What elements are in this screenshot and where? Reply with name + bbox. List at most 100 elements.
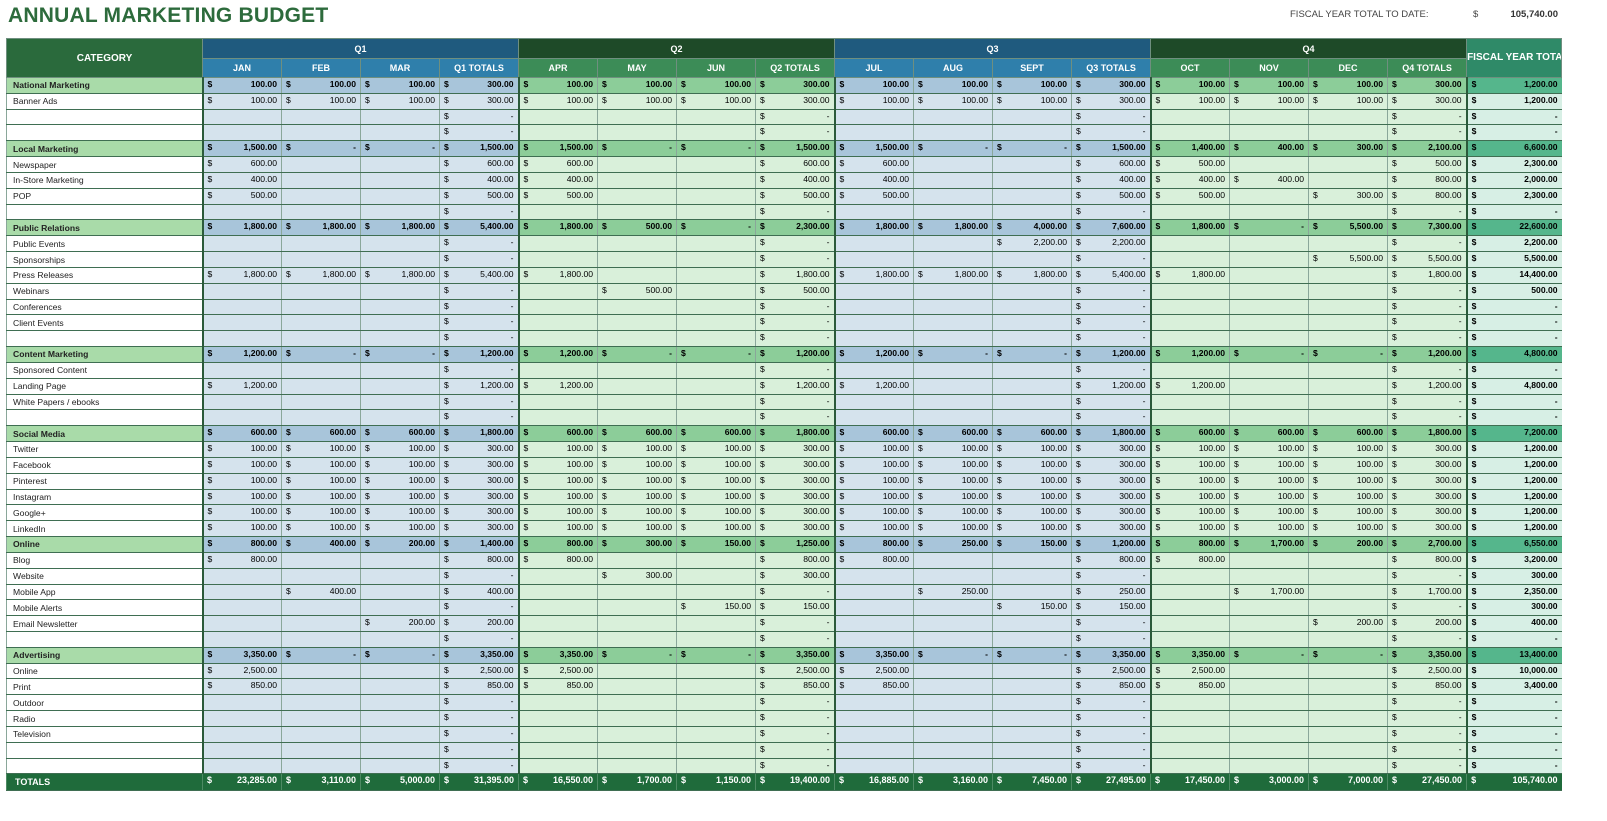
budget-cell[interactable]: $1,500.00 xyxy=(833,140,914,158)
budget-cell[interactable] xyxy=(597,330,677,348)
budget-cell[interactable]: $100.00 xyxy=(676,504,756,522)
budget-cell[interactable] xyxy=(517,394,598,411)
budget-cell[interactable]: $ - xyxy=(438,742,519,759)
budget-cell[interactable]: $600.00 xyxy=(517,425,598,443)
budget-cell[interactable] xyxy=(992,742,1072,759)
budget-cell[interactable]: $500.00 xyxy=(438,188,519,205)
budget-cell[interactable]: $1,200.00 xyxy=(1465,441,1562,458)
budget-cell[interactable] xyxy=(597,599,677,617)
budget-cell[interactable]: $1,800.00 xyxy=(201,267,282,284)
budget-cell[interactable] xyxy=(1308,172,1388,189)
budget-cell[interactable] xyxy=(676,568,756,585)
budget-cell[interactable]: $ - xyxy=(1071,568,1151,585)
budget-cell[interactable] xyxy=(913,694,993,712)
budget-cell[interactable] xyxy=(992,156,1072,173)
line-item-label[interactable]: Client Events xyxy=(6,314,203,332)
budget-cell[interactable]: $22,600.00 xyxy=(1465,219,1562,237)
budget-cell[interactable] xyxy=(676,172,756,189)
budget-cell[interactable]: $300.00 xyxy=(1308,188,1388,205)
budget-cell[interactable]: $ - xyxy=(1387,283,1467,300)
budget-cell[interactable] xyxy=(201,283,282,300)
budget-cell[interactable] xyxy=(201,742,282,759)
budget-cell[interactable]: $ - xyxy=(755,314,835,332)
budget-cell[interactable]: $300.00 xyxy=(1071,504,1151,522)
budget-cell[interactable] xyxy=(913,283,993,300)
budget-cell[interactable]: $ - xyxy=(1071,204,1151,221)
budget-cell[interactable] xyxy=(992,299,1072,316)
budget-cell[interactable]: $100.00 xyxy=(517,93,598,110)
budget-cell[interactable]: $ - xyxy=(438,726,519,743)
budget-cell[interactable] xyxy=(360,694,440,712)
budget-cell[interactable] xyxy=(281,726,361,743)
budget-cell[interactable]: $300.00 xyxy=(1071,441,1151,458)
budget-cell[interactable]: $ - xyxy=(755,204,835,221)
line-item-label[interactable] xyxy=(6,631,203,648)
budget-cell[interactable] xyxy=(992,758,1072,775)
budget-cell[interactable]: $6,550.00 xyxy=(1465,536,1562,553)
budget-cell[interactable]: $850.00 xyxy=(438,678,519,696)
budget-cell[interactable]: $ - xyxy=(438,758,519,775)
budget-cell[interactable]: $850.00 xyxy=(1071,678,1151,696)
budget-cell[interactable]: $100.00 xyxy=(281,441,361,458)
budget-cell[interactable]: $ - xyxy=(755,631,835,648)
budget-cell[interactable] xyxy=(1308,568,1388,585)
budget-cell[interactable]: $ - xyxy=(1071,124,1151,142)
section-label[interactable]: Social Media xyxy=(6,425,203,443)
budget-cell[interactable]: $300.00 xyxy=(1465,568,1562,585)
budget-cell[interactable] xyxy=(1229,283,1309,300)
line-item-label[interactable]: Conferences xyxy=(6,299,203,316)
budget-cell[interactable] xyxy=(597,299,677,316)
budget-cell[interactable]: $ - xyxy=(1387,330,1467,348)
budget-cell[interactable] xyxy=(676,124,756,142)
budget-cell[interactable]: $ - xyxy=(755,124,835,142)
budget-cell[interactable]: $200.00 xyxy=(438,615,519,632)
budget-cell[interactable]: $500.00 xyxy=(1149,188,1230,205)
budget-cell[interactable]: $600.00 xyxy=(1071,156,1151,173)
budget-cell[interactable]: $6,600.00 xyxy=(1465,140,1562,158)
budget-cell[interactable]: $ - xyxy=(1387,742,1467,759)
budget-cell[interactable]: $ - xyxy=(913,647,993,664)
line-item-label[interactable]: Mobile Alerts xyxy=(6,599,203,617)
budget-cell[interactable]: $100.00 xyxy=(517,520,598,538)
budget-cell[interactable]: $2,500.00 xyxy=(833,663,914,680)
budget-cell[interactable] xyxy=(360,394,440,411)
budget-cell[interactable] xyxy=(201,204,282,221)
budget-cell[interactable]: $100.00 xyxy=(360,93,440,110)
budget-cell[interactable]: $27,450.00 xyxy=(1387,773,1467,792)
budget-cell[interactable] xyxy=(281,409,361,427)
budget-cell[interactable]: $100.00 xyxy=(1308,473,1388,490)
budget-cell[interactable] xyxy=(913,314,993,332)
line-item-label[interactable]: Pinterest xyxy=(6,473,203,490)
budget-cell[interactable]: $3,400.00 xyxy=(1465,678,1562,696)
budget-cell[interactable]: $ - xyxy=(1465,694,1562,712)
budget-cell[interactable] xyxy=(676,156,756,173)
budget-cell[interactable] xyxy=(676,204,756,221)
line-item-label[interactable] xyxy=(6,330,203,348)
budget-cell[interactable]: $1,200.00 xyxy=(1071,346,1151,363)
budget-cell[interactable]: $7,450.00 xyxy=(992,773,1072,792)
budget-cell[interactable] xyxy=(1229,362,1309,379)
budget-cell[interactable] xyxy=(1149,615,1230,632)
budget-cell[interactable]: $ - xyxy=(755,394,835,411)
budget-cell[interactable]: $ - xyxy=(438,694,519,712)
budget-cell[interactable]: $ - xyxy=(992,140,1072,158)
budget-cell[interactable] xyxy=(1308,599,1388,617)
budget-cell[interactable]: $100.00 xyxy=(517,473,598,490)
budget-cell[interactable]: $200.00 xyxy=(1308,615,1388,632)
budget-cell[interactable]: $800.00 xyxy=(517,552,598,569)
budget-cell[interactable]: $2,300.00 xyxy=(1465,188,1562,205)
line-item-label[interactable]: Online xyxy=(6,663,203,680)
budget-cell[interactable]: $300.00 xyxy=(1387,489,1467,506)
budget-cell[interactable]: $400.00 xyxy=(281,536,361,553)
budget-cell[interactable]: $2,300.00 xyxy=(1465,156,1562,173)
budget-cell[interactable] xyxy=(201,409,282,427)
budget-cell[interactable]: $ - xyxy=(992,647,1072,664)
budget-cell[interactable]: $ - xyxy=(1387,599,1467,617)
budget-cell[interactable]: $ - xyxy=(1465,124,1562,142)
budget-cell[interactable] xyxy=(1308,156,1388,173)
budget-cell[interactable] xyxy=(676,378,756,395)
budget-cell[interactable] xyxy=(992,204,1072,221)
budget-cell[interactable]: $ - xyxy=(1071,283,1151,300)
budget-cell[interactable]: $ - xyxy=(1387,109,1467,126)
budget-cell[interactable] xyxy=(913,663,993,680)
